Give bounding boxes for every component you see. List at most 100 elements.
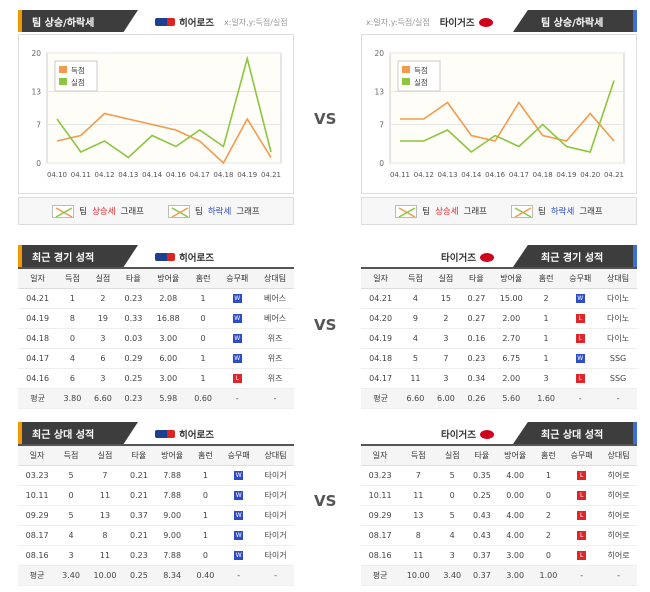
heroes-logo-icon xyxy=(155,18,175,26)
table-cell: 6.00 xyxy=(148,348,188,369)
trend-right-team: x:일자,y:득점/실점 타이거즈 xyxy=(366,15,493,29)
h2h-right-table: 일자 득점 실점 타율 방어율 홈런 승무패 상대팀 03.23 7 5 0.35 4.00 1 L 히어로 1… xyxy=(361,444,637,586)
table-cell: 5 xyxy=(56,505,86,526)
legend-graph-text: 그래프 xyxy=(120,207,144,217)
table-cell: 0.27 xyxy=(461,308,492,329)
table-cell: 04.21 xyxy=(361,288,401,309)
loss-badge-icon: L xyxy=(577,531,587,540)
table-cell: 4 xyxy=(56,525,86,546)
column-header: 상대팀 xyxy=(600,445,637,466)
legend-fall-item: 팀 하락세 그래프 xyxy=(511,204,603,218)
table-cell: W xyxy=(561,288,600,309)
table-cell: 7 xyxy=(430,348,462,369)
table-cell: - xyxy=(600,565,637,586)
win-badge-icon: W xyxy=(232,314,242,323)
legend-graph-text: 그래프 xyxy=(579,207,603,217)
table-row: 09.29 5 13 0.37 9.00 1 W 타이거 xyxy=(18,505,294,526)
table-header-row: 일자 득점 실점 타율 방어율 홈런 승무패 상대팀 xyxy=(18,445,294,466)
table-cell: 10.00 xyxy=(399,565,438,586)
column-header: 실점 xyxy=(430,268,462,289)
table-cell: W xyxy=(218,308,257,329)
h2h-right-title: 최근 상대 성적 xyxy=(541,429,604,441)
vs-label-recent: VS xyxy=(314,316,337,334)
table-row: 08.17 4 8 0.21 9.00 1 W 타이거 xyxy=(18,525,294,546)
table-cell: 8.34 xyxy=(153,565,191,586)
table-cell: L xyxy=(561,368,600,389)
table-cell: 11 xyxy=(85,545,125,566)
table-average-row: 평균 6.60 6.00 0.26 5.60 1.60- - xyxy=(361,388,637,409)
win-badge-icon: W xyxy=(232,334,242,343)
table-cell: 베어스 xyxy=(256,288,294,309)
table-cell: 평균 xyxy=(18,388,58,409)
loss-badge-icon: L xyxy=(577,551,587,560)
table-cell: 1 xyxy=(190,525,221,546)
trend-right-subtitle: x:일자,y:득점/실점 xyxy=(366,17,430,27)
legend-prefix: 팀 xyxy=(422,207,431,217)
table-cell: W xyxy=(220,465,258,486)
x-tick-label: 04.16 xyxy=(485,171,506,179)
table-cell: 13 xyxy=(399,505,438,526)
table-cell: 0 xyxy=(190,545,221,566)
table-cell: 다이노 xyxy=(599,328,637,349)
table-cell: 1 xyxy=(190,465,221,486)
legend-prefix: 팀 xyxy=(195,207,203,217)
table-cell: 3 xyxy=(437,545,468,566)
y-tick-label: 7 xyxy=(379,121,384,130)
fall-graph-icon xyxy=(511,204,533,218)
table-cell: 7 xyxy=(399,465,438,486)
table-row: 08.16 3 11 0.23 7.88 0 W 타이거 xyxy=(18,545,294,566)
legend-swatch-allowed xyxy=(402,78,410,85)
table-cell: L xyxy=(563,465,601,486)
win-badge-icon: W xyxy=(234,511,244,520)
column-header: 실점 xyxy=(437,445,468,466)
table-cell: 1 xyxy=(530,308,562,329)
recent-right-team: 타이거즈 xyxy=(441,250,494,264)
column-header: 타율 xyxy=(124,445,154,466)
table-cell: 5 xyxy=(400,348,431,369)
table-cell: 2 xyxy=(533,505,564,526)
table-cell: 0 xyxy=(57,328,88,349)
x-tick-label: 04.14 xyxy=(142,171,163,179)
table-cell: W xyxy=(220,505,258,526)
table-cell: 04.19 xyxy=(361,328,401,349)
table-cell: 8 xyxy=(399,525,438,546)
legend-graph-text: 그래프 xyxy=(236,207,260,217)
table-cell: 7.88 xyxy=(153,465,191,486)
table-cell: 0.21 xyxy=(124,485,154,506)
table-cell: 11 xyxy=(399,545,438,566)
x-tick-label: 04.21 xyxy=(261,171,281,179)
trend-right-title: 팀 상승/하락세 xyxy=(541,17,604,29)
column-header: 승무패 xyxy=(563,445,601,466)
x-tick-label: 04.17 xyxy=(509,171,529,179)
table-cell: 0 xyxy=(190,485,221,506)
recent-right-title: 최근 경기 성적 xyxy=(541,252,604,264)
table-cell: 6.00 xyxy=(430,388,462,409)
table-average-row: 평균 10.00 3.40 0.37 3.00 1.00- - xyxy=(361,565,637,586)
table-row: 04.19 8 19 0.33 16.88 0 W 베어스 xyxy=(18,308,294,329)
table-cell: W xyxy=(218,288,257,309)
table-cell: 08.16 xyxy=(361,545,400,566)
column-header: 승무패 xyxy=(220,445,258,466)
x-tick-label: 04.12 xyxy=(414,171,434,179)
recent-right-tab: 최근 경기 성적 xyxy=(513,245,637,267)
table-cell: 0.33 xyxy=(118,308,149,329)
table-cell: 2 xyxy=(530,288,562,309)
table-cell: 7.88 xyxy=(153,485,191,506)
table-cell: L xyxy=(561,308,600,329)
table-cell: 타이거 xyxy=(257,505,294,526)
table-row: 04.18 5 7 0.23 6.75 1 W SSG xyxy=(361,348,637,369)
table-cell: 08.17 xyxy=(361,525,400,546)
win-badge-icon: W xyxy=(232,294,242,303)
table-cell: 1 xyxy=(187,288,219,309)
legend-label-allowed: 실점 xyxy=(414,77,428,87)
table-cell: 3.00 xyxy=(496,565,534,586)
h2h-left-table: 일자 득점 실점 타율 방어율 홈런 승무패 상대팀 03.23 5 7 0.21 7.88 1 W 타이거 1… xyxy=(18,444,294,586)
table-cell: 0.37 xyxy=(467,565,497,586)
table-cell: 7.88 xyxy=(153,545,191,566)
table-cell: 0.25 xyxy=(124,565,154,586)
table-cell: 6 xyxy=(87,348,119,369)
column-header: 상대팀 xyxy=(599,268,637,289)
table-cell: 3 xyxy=(430,328,462,349)
table-row: 04.21 1 2 0.23 2.08 1 W 베어스 xyxy=(18,288,294,309)
table-cell: 0.23 xyxy=(118,388,149,409)
